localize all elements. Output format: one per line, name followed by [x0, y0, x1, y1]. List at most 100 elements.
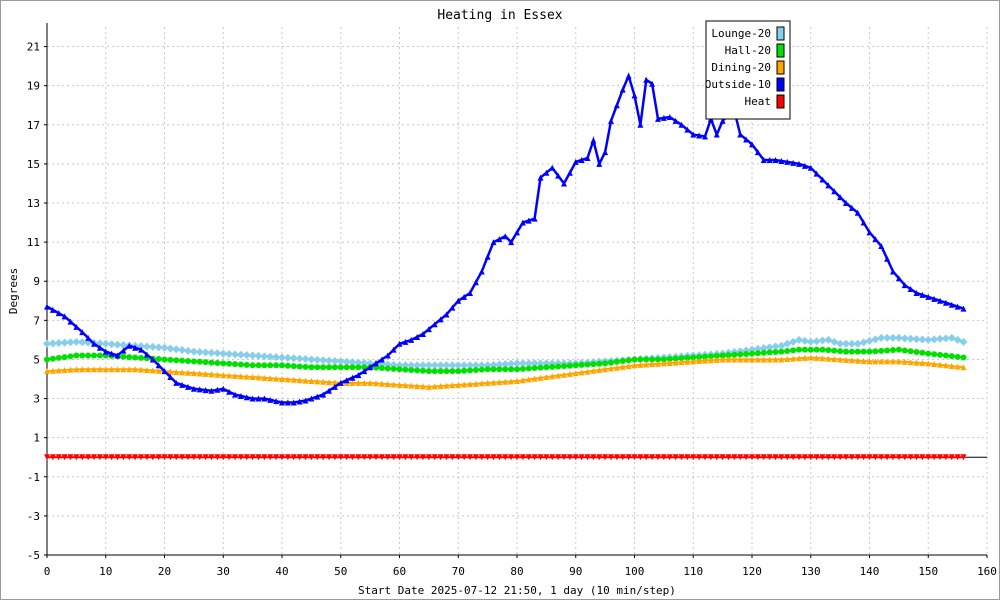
data-point-heat: [85, 454, 92, 461]
data-point-lounge-20: [313, 355, 322, 364]
data-point-heat: [508, 454, 515, 461]
data-point-lounge-20: [924, 335, 933, 344]
data-point-heat: [138, 454, 144, 461]
data-point-dining-20: [273, 375, 280, 382]
data-point-outside-10: [196, 386, 203, 393]
data-point-outside-10: [702, 133, 708, 140]
data-point-hall-20: [725, 352, 732, 359]
data-point-hall-20: [925, 350, 932, 357]
legend-swatch-hall-20: [776, 43, 785, 58]
data-point-outside-10: [672, 117, 679, 124]
data-point-lounge-20: [401, 361, 410, 370]
data-point-heat: [232, 454, 238, 461]
data-point-dining-20: [890, 358, 896, 365]
data-point-hall-20: [790, 347, 797, 354]
data-point-heat: [167, 454, 174, 461]
data-point-dining-20: [954, 363, 961, 370]
data-point-outside-10: [884, 255, 891, 262]
x-tick-label: 100: [625, 565, 645, 578]
data-point-dining-20: [737, 356, 744, 363]
data-point-dining-20: [455, 381, 462, 388]
data-point-outside-10: [226, 388, 233, 395]
data-point-outside-10: [320, 391, 327, 398]
data-point-heat: [702, 454, 708, 461]
data-point-hall-20: [754, 350, 761, 357]
data-point-hall-20: [337, 364, 344, 371]
data-point-lounge-20: [60, 338, 69, 347]
data-point-outside-10: [619, 86, 626, 93]
data-point-dining-20: [655, 360, 661, 367]
data-point-heat: [590, 454, 597, 461]
data-point-hall-20: [860, 348, 867, 355]
data-point-dining-20: [302, 377, 309, 384]
data-point-hall-20: [79, 352, 86, 359]
data-point-outside-10: [502, 233, 509, 240]
data-point-hall-20: [702, 353, 708, 360]
data-point-outside-10: [713, 131, 720, 138]
data-point-dining-20: [960, 364, 967, 371]
data-point-dining-20: [807, 354, 814, 361]
data-point-dining-20: [931, 361, 938, 368]
data-point-hall-20: [208, 359, 215, 366]
y-tick-label: -3: [27, 510, 40, 523]
data-point-dining-20: [167, 368, 174, 375]
data-point-dining-20: [819, 355, 826, 362]
legend-box: [705, 20, 791, 120]
data-point-hall-20: [314, 364, 321, 371]
y-tick-label: 13: [27, 197, 40, 210]
data-point-heat: [843, 454, 849, 461]
data-point-hall-20: [120, 353, 127, 360]
data-point-heat: [296, 454, 303, 461]
data-point-hall-20: [472, 367, 479, 374]
data-point-lounge-20: [436, 361, 445, 370]
data-point-outside-10: [290, 399, 297, 406]
data-point-heat: [261, 454, 268, 461]
data-point-dining-20: [143, 367, 150, 374]
data-point-dining-20: [731, 356, 738, 363]
x-tick-label: 140: [860, 565, 880, 578]
y-tick-label: 19: [27, 80, 40, 93]
data-point-outside-10: [590, 137, 597, 144]
data-point-heat: [502, 454, 509, 461]
data-point-heat: [314, 454, 321, 461]
data-point-heat: [901, 454, 908, 461]
data-point-lounge-20: [213, 349, 222, 358]
data-point-lounge-20: [342, 357, 351, 366]
data-point-lounge-20: [231, 350, 239, 359]
data-point-lounge-20: [201, 348, 210, 357]
x-tick-label: 60: [393, 565, 406, 578]
data-point-hall-20: [948, 353, 955, 360]
data-point-dining-20: [132, 366, 139, 373]
data-point-hall-20: [284, 362, 291, 369]
data-point-heat: [161, 454, 168, 461]
data-point-outside-10: [525, 217, 532, 224]
data-point-outside-10: [490, 239, 497, 246]
data-point-outside-10: [79, 329, 86, 336]
data-point-dining-20: [948, 362, 955, 369]
data-point-hall-20: [743, 350, 750, 357]
data-point-outside-10: [302, 397, 309, 404]
data-point-heat: [895, 454, 902, 461]
data-point-hall-20: [566, 362, 573, 369]
data-point-dining-20: [555, 372, 562, 379]
data-point-heat: [126, 454, 133, 461]
data-point-heat: [302, 454, 309, 461]
data-point-heat: [772, 454, 779, 461]
data-point-dining-20: [196, 370, 203, 377]
data-point-lounge-20: [889, 333, 897, 342]
data-point-heat: [226, 454, 233, 461]
data-point-heat: [337, 454, 344, 461]
data-point-dining-20: [619, 363, 626, 370]
data-point-heat: [625, 454, 632, 461]
data-point-heat: [255, 454, 262, 461]
data-point-outside-10: [555, 172, 562, 179]
data-point-lounge-20: [918, 335, 927, 344]
data-point-heat: [637, 454, 644, 461]
data-point-dining-20: [431, 383, 438, 390]
data-point-lounge-20: [507, 359, 516, 368]
series-dining-20: [44, 354, 967, 390]
data-point-dining-20: [49, 367, 56, 374]
data-point-hall-20: [302, 363, 309, 370]
data-point-heat: [73, 454, 80, 461]
data-point-lounge-20: [842, 339, 850, 348]
